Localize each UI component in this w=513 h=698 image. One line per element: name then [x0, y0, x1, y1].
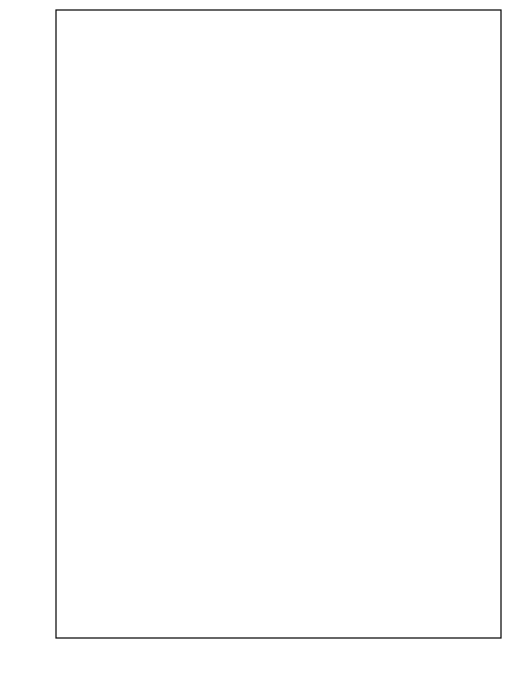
stacked-bar-chart	[0, 0, 513, 698]
plot-area	[56, 10, 501, 638]
